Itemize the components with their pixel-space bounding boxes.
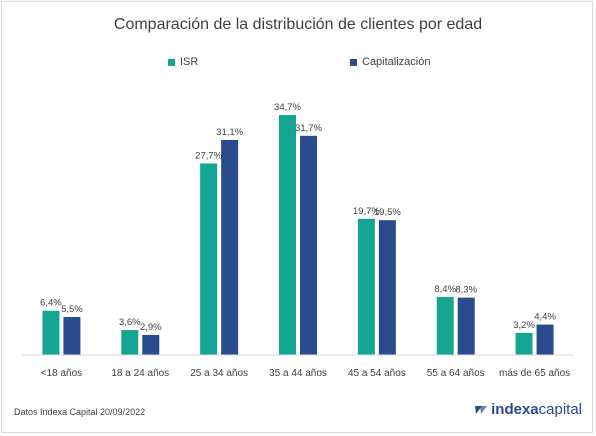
data-label-isr-1: 3,6%: [119, 317, 141, 328]
data-label-isr-2: 27,7%: [195, 150, 222, 161]
logo-text-bold: indexa: [491, 401, 539, 418]
legend-label-isr: ISR: [180, 56, 199, 68]
x-tick-label-5: 55 a 64 años: [427, 368, 485, 379]
x-tick-label-4: 45 a 54 años: [348, 368, 406, 379]
x-tick-label-3: 35 a 44 años: [269, 368, 327, 379]
x-tick-label-2: 25 a 34 años: [190, 368, 248, 379]
data-label-capitalizacion-0: 5,5%: [61, 304, 83, 315]
bar-capitalizacion-6: [536, 324, 554, 355]
footer-source: Datos Indexa Capital 20/09/2022: [14, 407, 146, 417]
bar-capitalizacion-2: [221, 139, 239, 355]
bar-isr-1: [121, 330, 139, 355]
x-tick-label-1: 18 a 24 años: [111, 368, 169, 379]
bar-isr-5: [436, 296, 454, 355]
data-label-isr-6: 3,2%: [513, 320, 535, 331]
bar-isr-3: [279, 115, 296, 356]
chart-title: Comparación de la distribución de client…: [113, 16, 483, 33]
data-label-capitalizacion-1: 2,9%: [140, 322, 162, 333]
bar-capitalizacion-4: [378, 220, 396, 355]
legend-item-isr: ISR: [168, 56, 198, 68]
legend-label-capitalizacion: Capitalización: [362, 56, 431, 68]
data-label-capitalizacion-6: 4,4%: [534, 312, 556, 323]
data-label-capitalizacion-2: 31,1%: [216, 127, 243, 138]
data-label-isr-4: 19,7%: [353, 206, 380, 217]
bar-capitalizacion-1: [142, 334, 160, 355]
bar-isr-0: [42, 310, 60, 355]
x-tick-label-0: <18 años: [41, 368, 82, 379]
legend-swatch-isr: [168, 58, 175, 66]
data-label-isr-3: 34,7%: [274, 102, 301, 113]
bar-isr-6: [515, 332, 533, 355]
logo-mark-icon: [475, 405, 488, 414]
legend-item-capitalizacion: Capitalización: [350, 56, 430, 68]
bar-capitalizacion-3: [300, 135, 317, 355]
logo-text-regular: capital: [538, 401, 582, 418]
data-label-capitalizacion-5: 8,3%: [455, 285, 477, 296]
bar-isr-4: [357, 218, 375, 355]
data-label-capitalizacion-4: 19,5%: [374, 207, 401, 218]
indexa-logo: indexa capital: [474, 401, 582, 418]
labels-group: 6,4%5,5% <18 años 3,6% 2,9% 18 a 24 años 27,7…: [40, 102, 570, 379]
data-label-capitalizacion-3: 31,7%: [295, 123, 322, 134]
x-tick-label-6: más de 65 años: [499, 368, 570, 379]
data-label-isr-0: 6,4%: [40, 298, 62, 309]
legend-swatch-capitalizacion: [350, 58, 357, 66]
data-label-isr-5: 8,4%: [434, 284, 456, 295]
bar-capitalizacion-0: [63, 316, 81, 355]
legend: ISR Capitalización: [0, 56, 596, 72]
bar-isr-2: [200, 163, 218, 355]
bars-group: [42, 115, 554, 356]
bar-capitalizacion-5: [457, 297, 475, 355]
